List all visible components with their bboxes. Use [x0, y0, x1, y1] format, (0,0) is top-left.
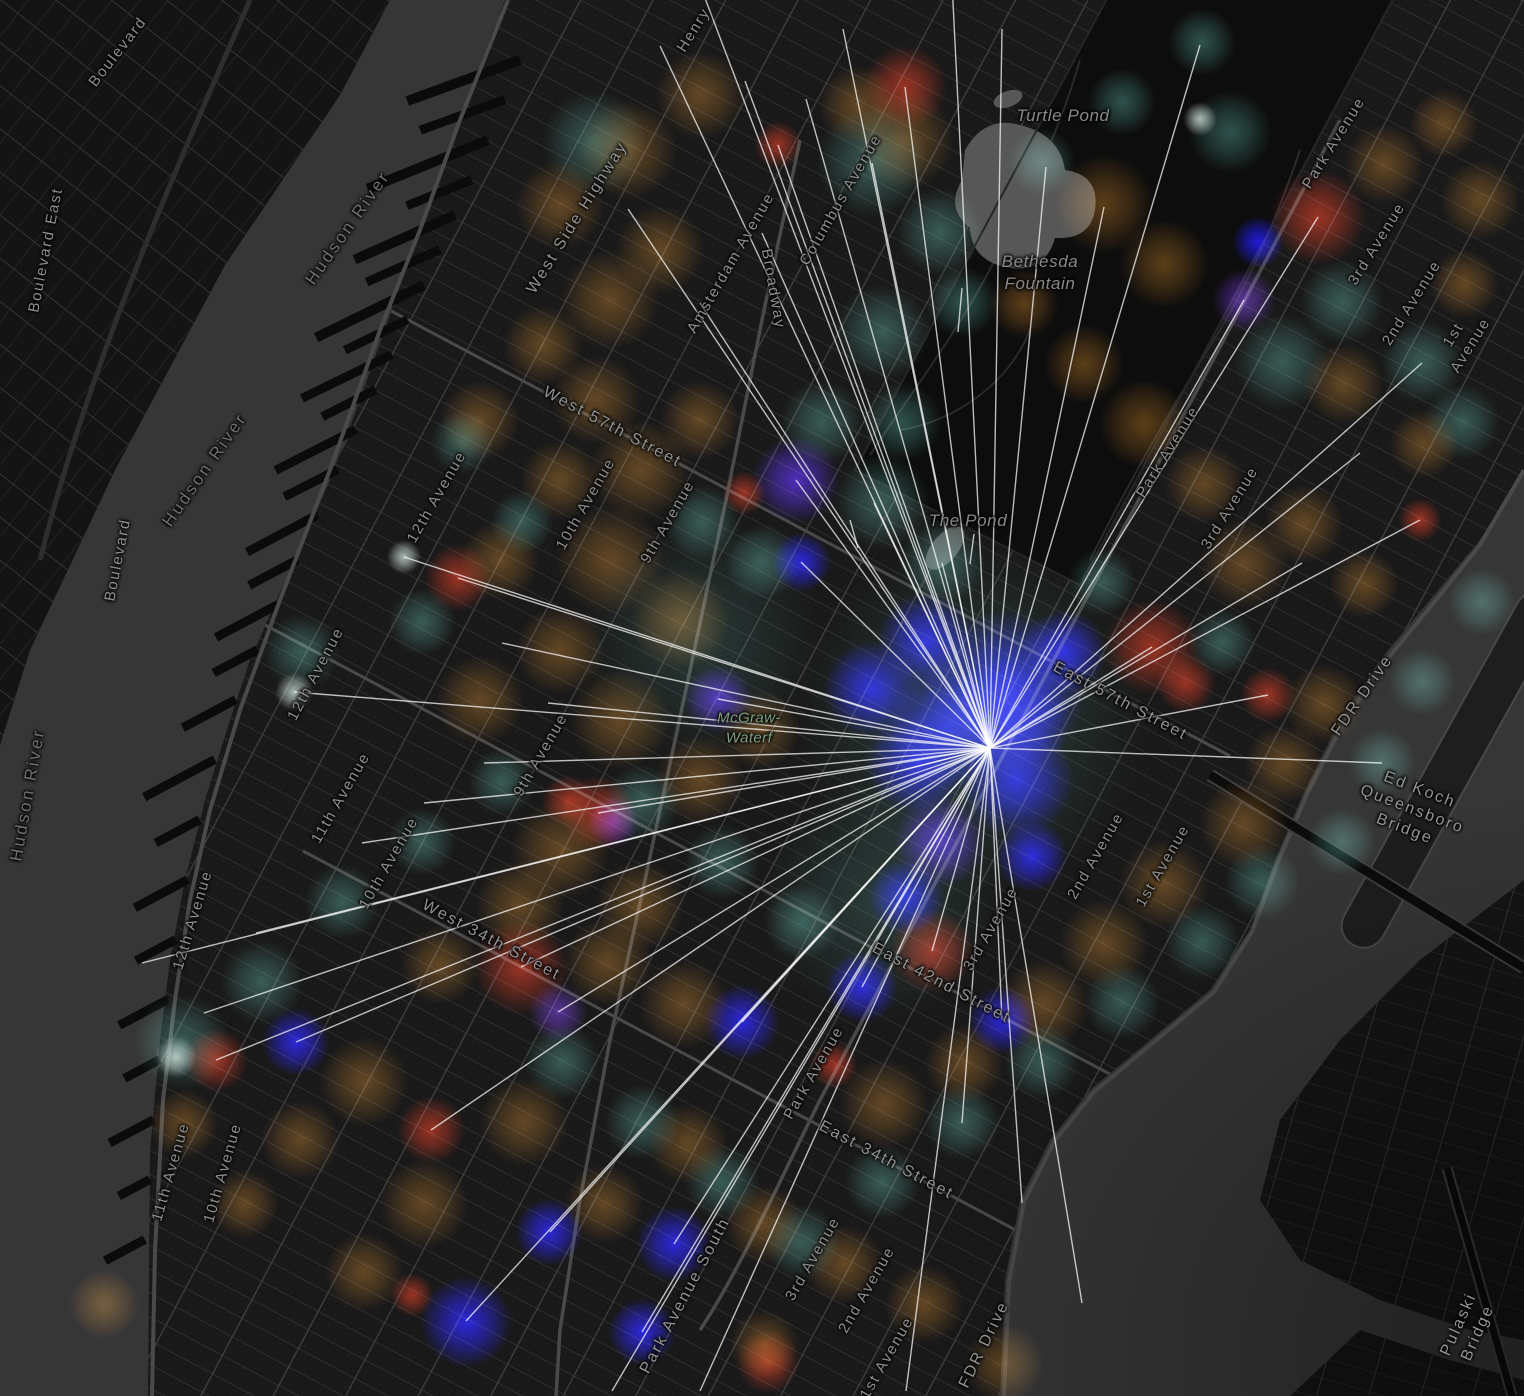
- heatmap-layer: [0, 0, 1524, 1396]
- map-root[interactable]: Boulevard Boulevard East Boulevard Hudson R…: [0, 0, 1524, 1396]
